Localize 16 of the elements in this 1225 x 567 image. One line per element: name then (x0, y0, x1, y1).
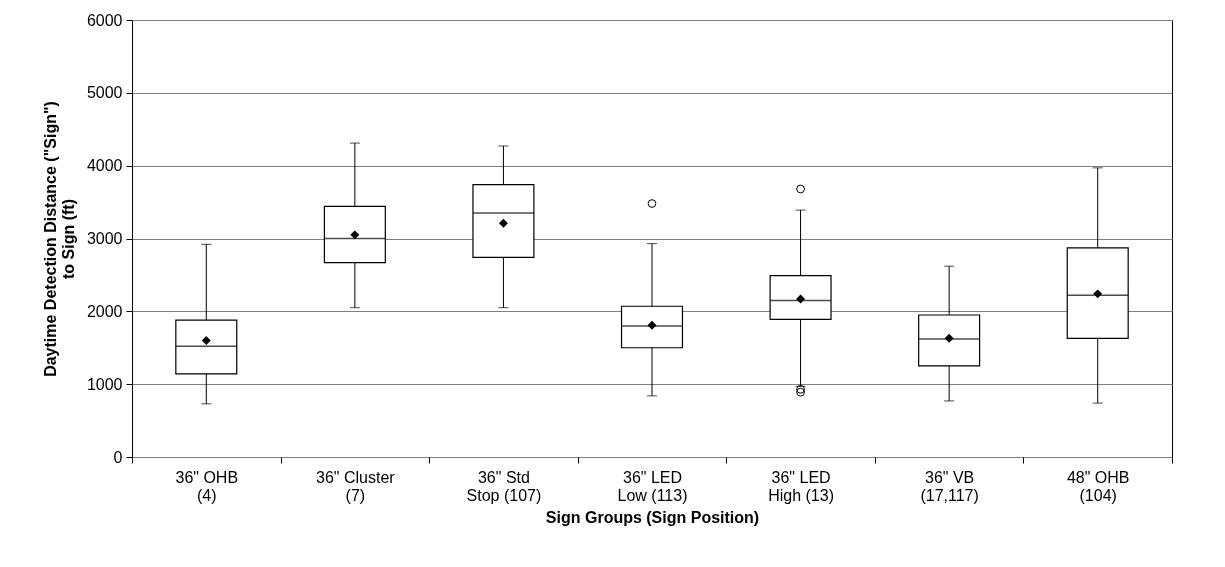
x-tick-label: 36" Cluster (7) (316, 468, 396, 504)
y-tick-label: 6000 (86, 11, 123, 29)
y-tick-label: 3000 (86, 230, 123, 247)
x-axis-title: Sign Groups (Sign Position) (545, 508, 760, 526)
x-tick-label: 36" LED High (13) (768, 468, 834, 504)
y-tick-label: 1000 (86, 375, 123, 393)
x-tick-label: 36" VB (17,117) (920, 468, 979, 504)
y-tick-label: 2000 (86, 302, 123, 320)
x-tick-label: 36" Std Stop (107) (466, 468, 542, 504)
x-tick-label: 36" LED Low (113) (617, 468, 688, 504)
y-tick-label: 0 (113, 448, 123, 466)
y-axis-title: Daytime Detection Distance ("Sign") to Sign (ft) (41, 101, 77, 377)
x-tick-label: 48" OHB (104) (1066, 468, 1130, 504)
x-tick-label: 36" OHB (4) (175, 468, 239, 504)
y-tick-label: 4000 (86, 157, 123, 175)
y-tick-label: 5000 (86, 84, 123, 102)
